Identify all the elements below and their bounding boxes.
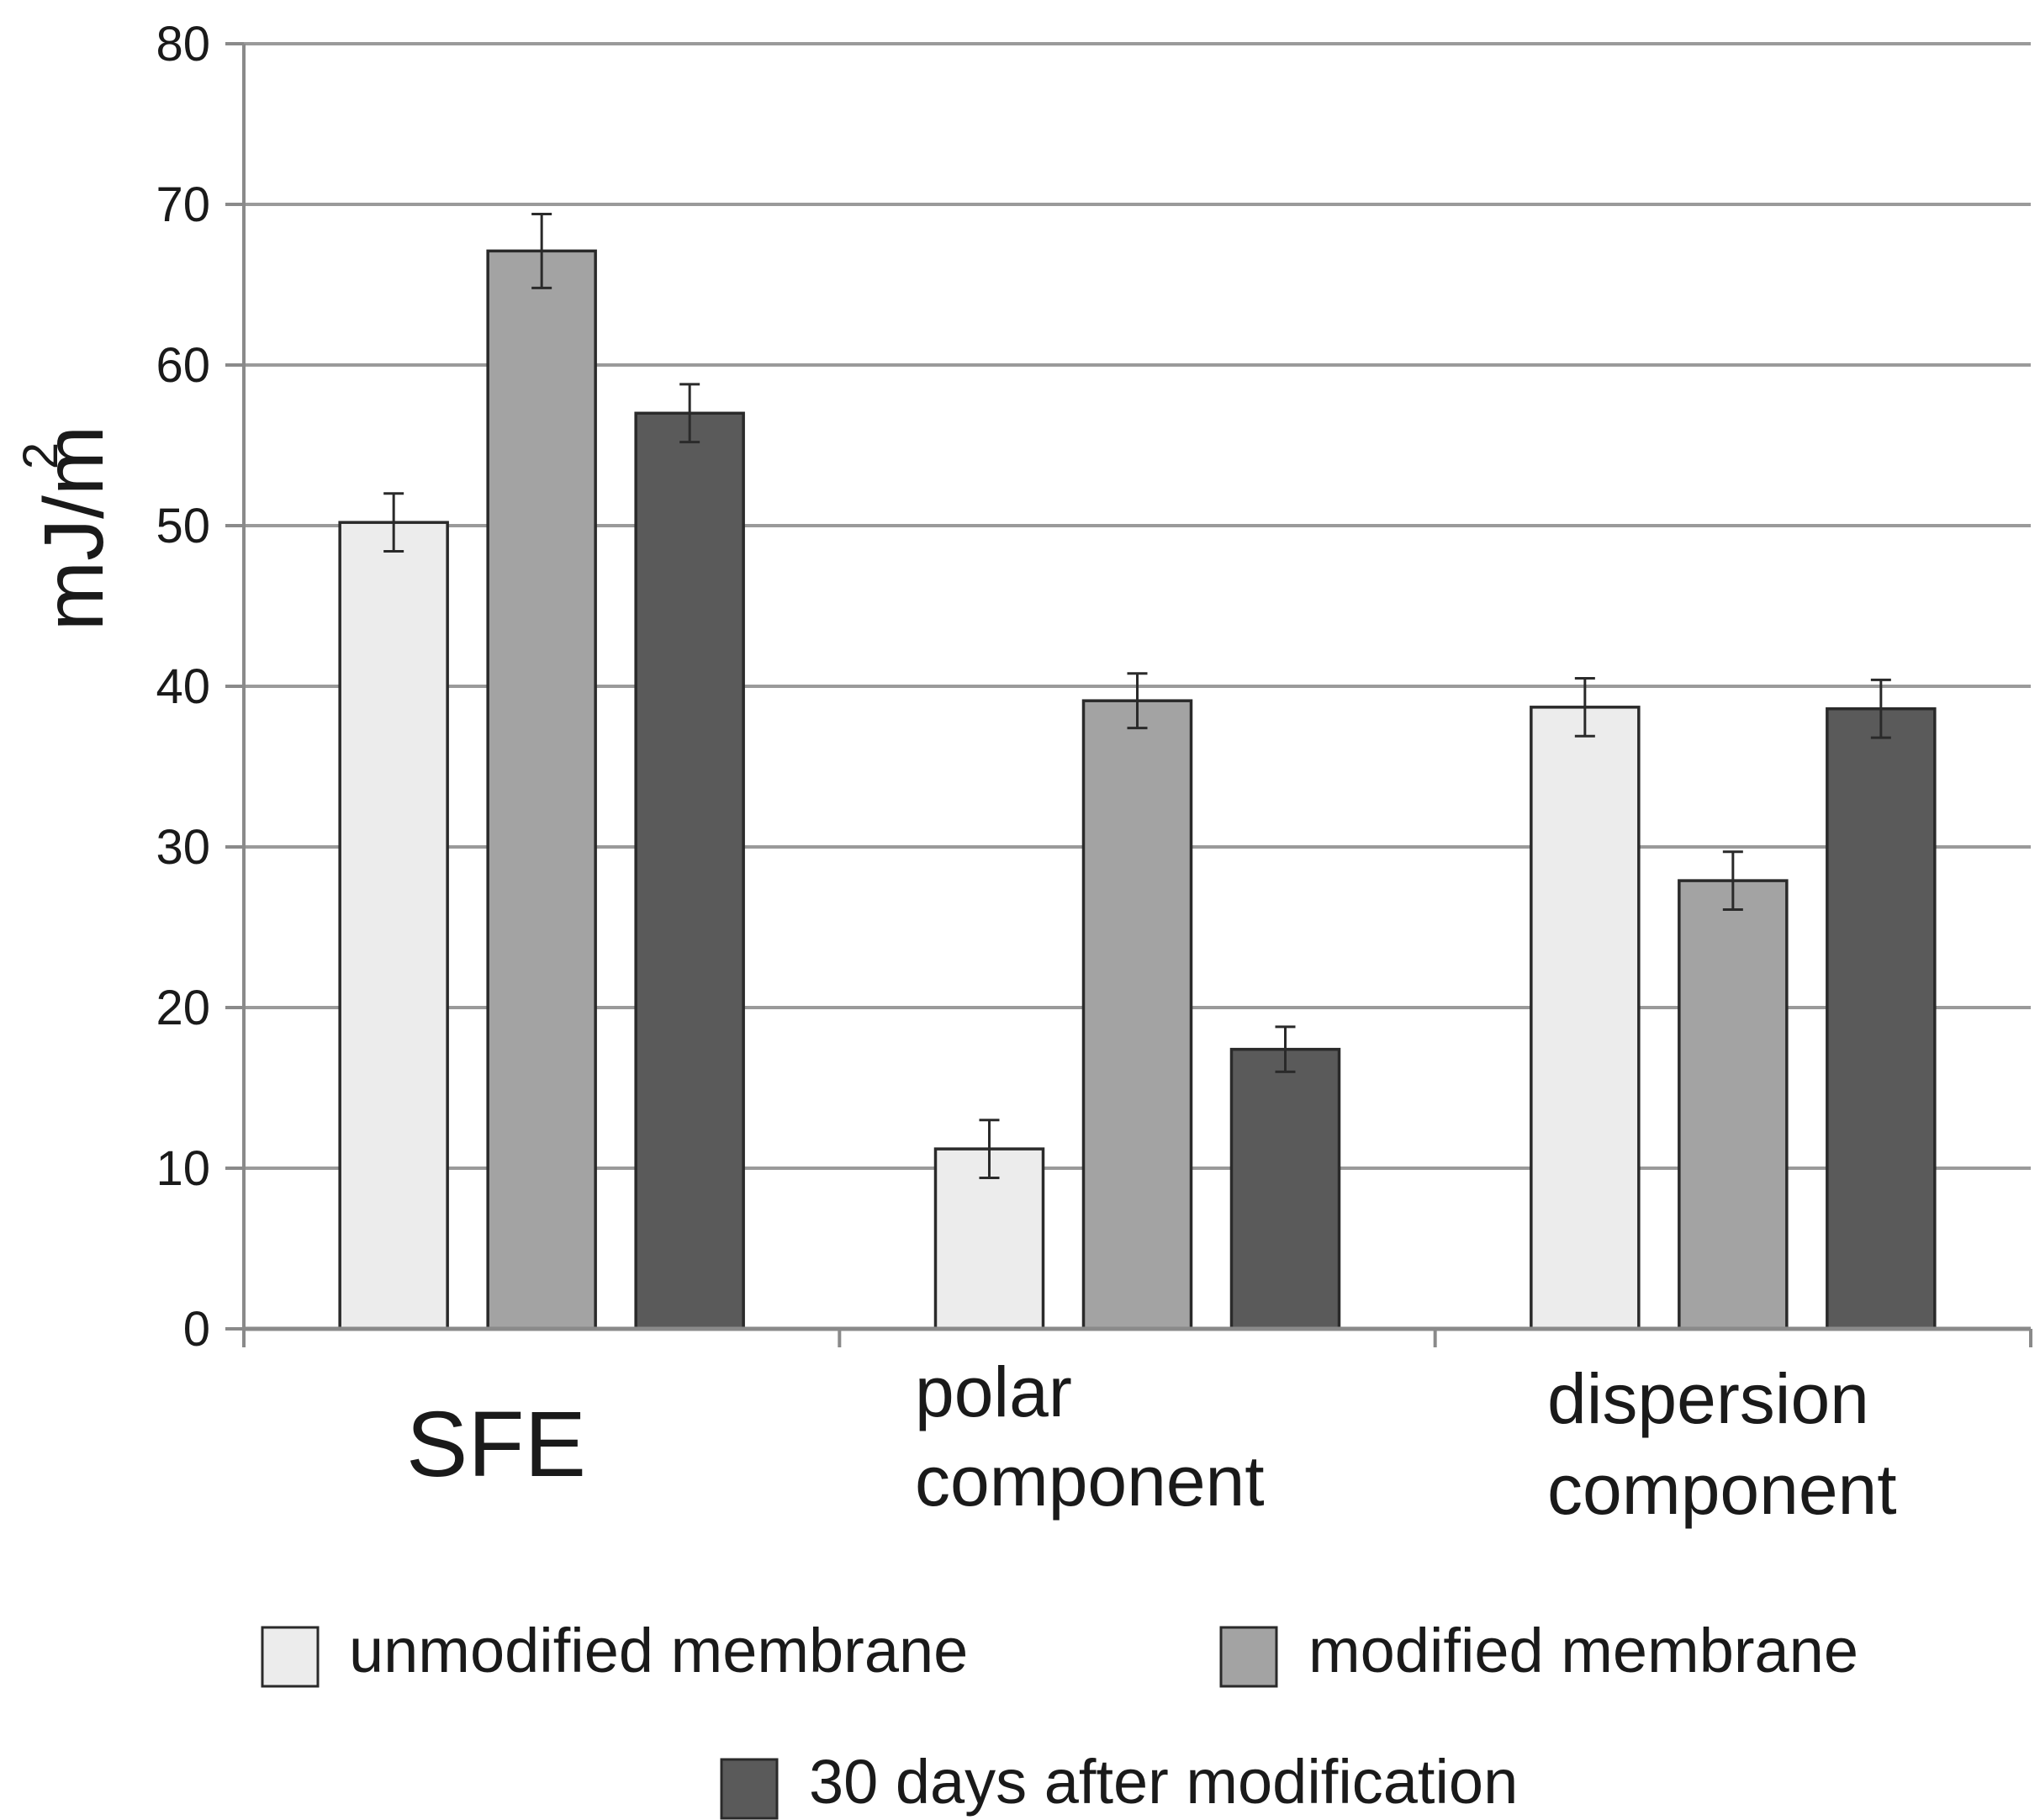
legend-label: modified membrane — [1308, 1616, 1858, 1685]
category-label: SFE — [406, 1393, 586, 1496]
y-tick-label: 50 — [156, 499, 210, 553]
bar — [1678, 879, 1789, 1331]
axes: 0 10 20 30 40 50 60 70 80 — [156, 17, 2032, 1357]
y-tick-label: 0 — [183, 1302, 210, 1357]
legend-label: unmodified membrane — [349, 1616, 968, 1685]
bar — [634, 411, 745, 1331]
category-labels: SFE polar component dispersion component — [406, 1352, 1897, 1529]
bars — [338, 212, 1937, 1331]
bar — [486, 249, 597, 1331]
bar — [1530, 706, 1641, 1331]
y-tick-label: 10 — [156, 1141, 210, 1196]
y-tick-label: 80 — [156, 17, 210, 71]
category-label: component — [915, 1442, 1265, 1521]
y-axis-title-superscript: 2 — [13, 442, 68, 469]
y-tick-label: 40 — [156, 659, 210, 714]
category-label: dispersion — [1547, 1359, 1869, 1438]
legend: unmodified membrane modified membrane 30 d… — [261, 1616, 1858, 1820]
bar — [1826, 706, 1937, 1331]
bar — [1229, 1047, 1341, 1331]
legend-swatch — [261, 1626, 320, 1688]
y-tick-label: 60 — [156, 338, 210, 393]
y-tick-label: 70 — [156, 177, 210, 232]
legend-swatch — [720, 1758, 779, 1820]
y-tick-label: 20 — [156, 981, 210, 1035]
category-label: polar — [915, 1352, 1072, 1431]
category-label: component — [1547, 1450, 1897, 1529]
y-tick-label: 30 — [156, 820, 210, 875]
legend-swatch — [1219, 1626, 1278, 1688]
bar — [1081, 699, 1193, 1331]
bar — [338, 521, 449, 1331]
y-axis-title: mJ/m — [27, 426, 121, 631]
legend-label: 30 days after modification — [809, 1747, 1518, 1817]
y-axis-label: mJ/m 2 — [13, 426, 121, 631]
